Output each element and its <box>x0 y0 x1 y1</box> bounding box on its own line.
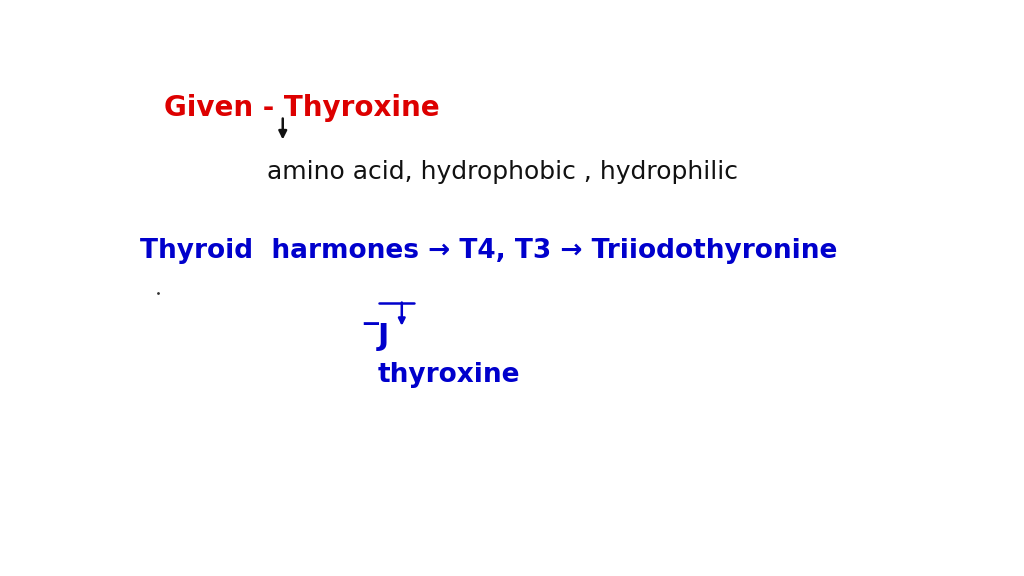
Text: amino acid, hydrophobic , hydrophilic: amino acid, hydrophobic , hydrophilic <box>267 160 738 184</box>
Text: Given - Thyroxine: Given - Thyroxine <box>164 93 439 122</box>
Text: Thyroid  harmones → T4, T3 → Triiodothyronine: Thyroid harmones → T4, T3 → Triiodothyro… <box>140 238 838 264</box>
Text: thyroxine: thyroxine <box>378 362 520 388</box>
Text: ̅J: ̅J <box>378 322 389 351</box>
